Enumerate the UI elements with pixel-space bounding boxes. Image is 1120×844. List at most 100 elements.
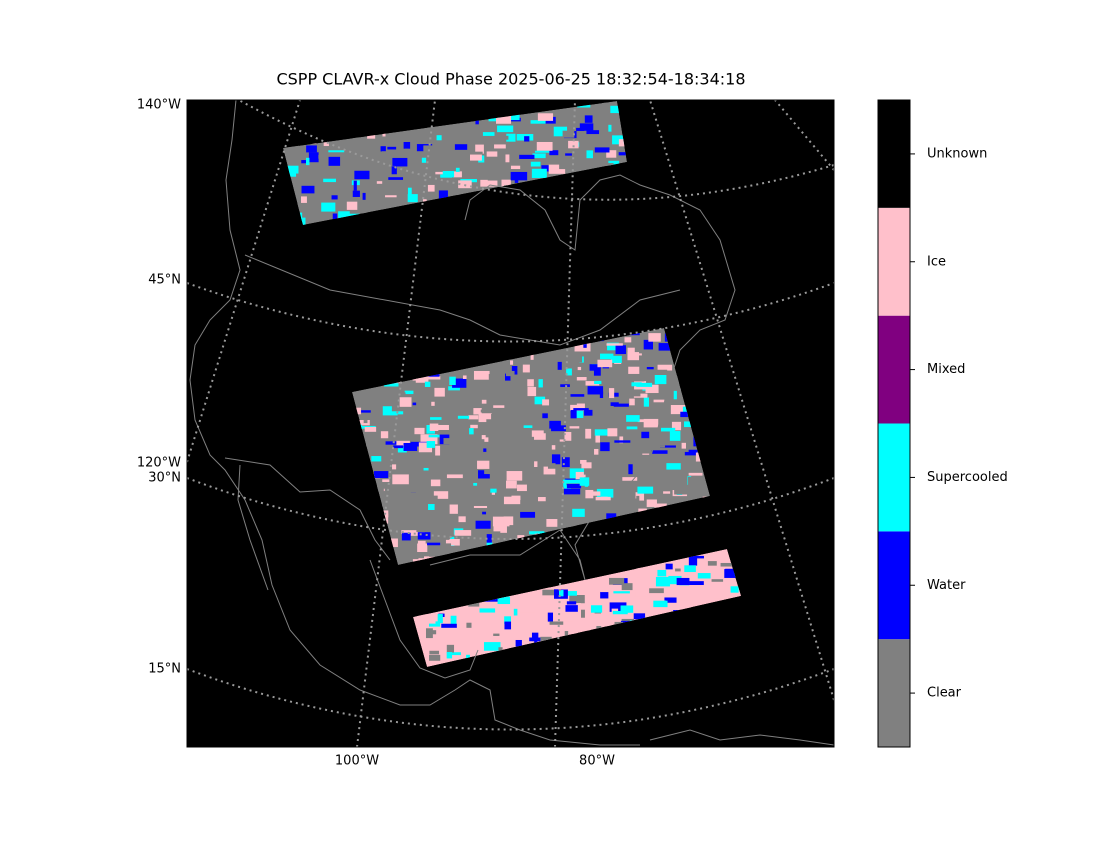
parallel — [187, 668, 834, 731]
cloud-pixel — [524, 136, 530, 142]
cloud-pixel — [461, 436, 470, 445]
cloud-pixel — [586, 150, 593, 159]
cloud-pixel — [567, 355, 583, 363]
cloud-pixel — [357, 420, 370, 426]
cloud-pixel — [643, 339, 653, 350]
cloud-pixel — [432, 424, 449, 430]
cloud-pixel — [548, 625, 554, 631]
cloud-pixel — [353, 180, 357, 191]
cloud-pixel — [637, 567, 641, 578]
cloud-pixel — [635, 591, 647, 597]
coastline — [649, 729, 834, 746]
cloud-pixel — [382, 406, 398, 416]
cloud-pixel — [594, 429, 609, 436]
coastline — [237, 464, 269, 591]
cloud-pixel — [628, 366, 640, 374]
cloud-pixel — [428, 434, 440, 438]
cloud-pixel — [473, 408, 482, 415]
cloud-pixel — [448, 652, 461, 656]
cloud-pixel — [325, 164, 342, 174]
cloud-pixel — [594, 147, 610, 153]
cloud-pixel — [627, 347, 635, 356]
cloud-pixel — [395, 392, 406, 401]
cloud-pixel — [382, 479, 390, 483]
cloud-pixel — [527, 386, 537, 397]
cloud-pixel — [454, 530, 472, 536]
cloud-pixel — [643, 397, 650, 407]
cloud-pixel — [720, 562, 736, 567]
cloud-pixel — [503, 516, 514, 526]
cloud-pixel — [561, 457, 570, 468]
cloud-pixel — [429, 650, 440, 655]
cloud-pixel — [581, 462, 592, 469]
cloud-pixel — [429, 654, 441, 661]
cloud-pixel — [730, 586, 739, 593]
cloud-pixel — [576, 127, 585, 132]
cloud-pixel — [620, 605, 634, 613]
cloud-pixel — [502, 358, 512, 363]
cloud-pixel — [595, 434, 600, 443]
cloud-pixel — [713, 593, 725, 599]
cloud-pixel — [663, 491, 671, 494]
cloud-pixel — [362, 192, 366, 200]
cloud-pixel — [506, 480, 517, 489]
cloud-pixel — [371, 456, 382, 462]
cloud-pixel — [618, 139, 627, 147]
cloud-pixel — [590, 605, 603, 613]
cloud-pixel — [517, 535, 525, 541]
cloud-pixel — [496, 115, 512, 124]
cloud-pixel — [566, 368, 572, 376]
cloud-pixel — [498, 647, 503, 654]
cloud-pixel — [517, 367, 528, 375]
cloud-pixel — [504, 616, 511, 625]
cloud-pixel — [483, 642, 501, 651]
cloud-pixel — [676, 577, 690, 586]
cloud-pixel — [510, 360, 514, 365]
cloud-pixel — [430, 479, 441, 487]
cloud-pixel — [427, 542, 441, 546]
cloud-pixel — [424, 381, 431, 387]
cloud-pixel — [338, 211, 350, 220]
cloud-pixel — [664, 597, 675, 601]
cloud-pixel — [415, 374, 429, 383]
cloud-pixel — [537, 113, 554, 121]
cloud-pixel — [610, 355, 622, 363]
cloud-pixel — [492, 172, 502, 177]
cloud-pixel — [376, 181, 383, 184]
cloud-pixel — [594, 448, 599, 455]
cloud-pixel — [301, 196, 307, 203]
cloud-pixel — [693, 555, 704, 559]
cloud-pixel — [558, 584, 572, 590]
cloud-pixel — [473, 482, 478, 486]
cloud-pixel — [575, 471, 584, 480]
cloud-pixel — [504, 621, 512, 630]
cloud-pixel — [565, 605, 578, 612]
cloud-pixel — [504, 135, 509, 140]
cloud-pixel — [328, 156, 341, 166]
cloud-pixel — [600, 442, 610, 452]
swath-base — [352, 328, 710, 565]
cloud-pixel — [401, 532, 411, 541]
cloud-pixel — [399, 397, 412, 407]
cloud-pixel — [380, 431, 389, 439]
cloud-pixel — [615, 345, 626, 355]
cloud-pixel — [568, 140, 579, 149]
cloud-pixel — [438, 190, 448, 200]
cloud-pixel — [658, 343, 674, 351]
cloud-pixel — [648, 333, 661, 342]
cloud-pixel — [547, 612, 554, 622]
cloud-pixel — [305, 157, 310, 166]
cloud-pixel — [670, 404, 686, 415]
cloud-pixel — [560, 375, 577, 384]
cloud-pixel — [423, 145, 439, 155]
border — [244, 254, 681, 346]
cloud-pixel — [629, 398, 635, 406]
cloud-pixel — [481, 399, 487, 404]
cloud-pixel — [420, 162, 429, 166]
cloud-pixel — [707, 561, 717, 566]
swath — [352, 328, 710, 565]
cloud-pixel — [494, 129, 502, 137]
cloud-pixel — [609, 602, 627, 612]
cloud-pixel — [564, 432, 572, 441]
